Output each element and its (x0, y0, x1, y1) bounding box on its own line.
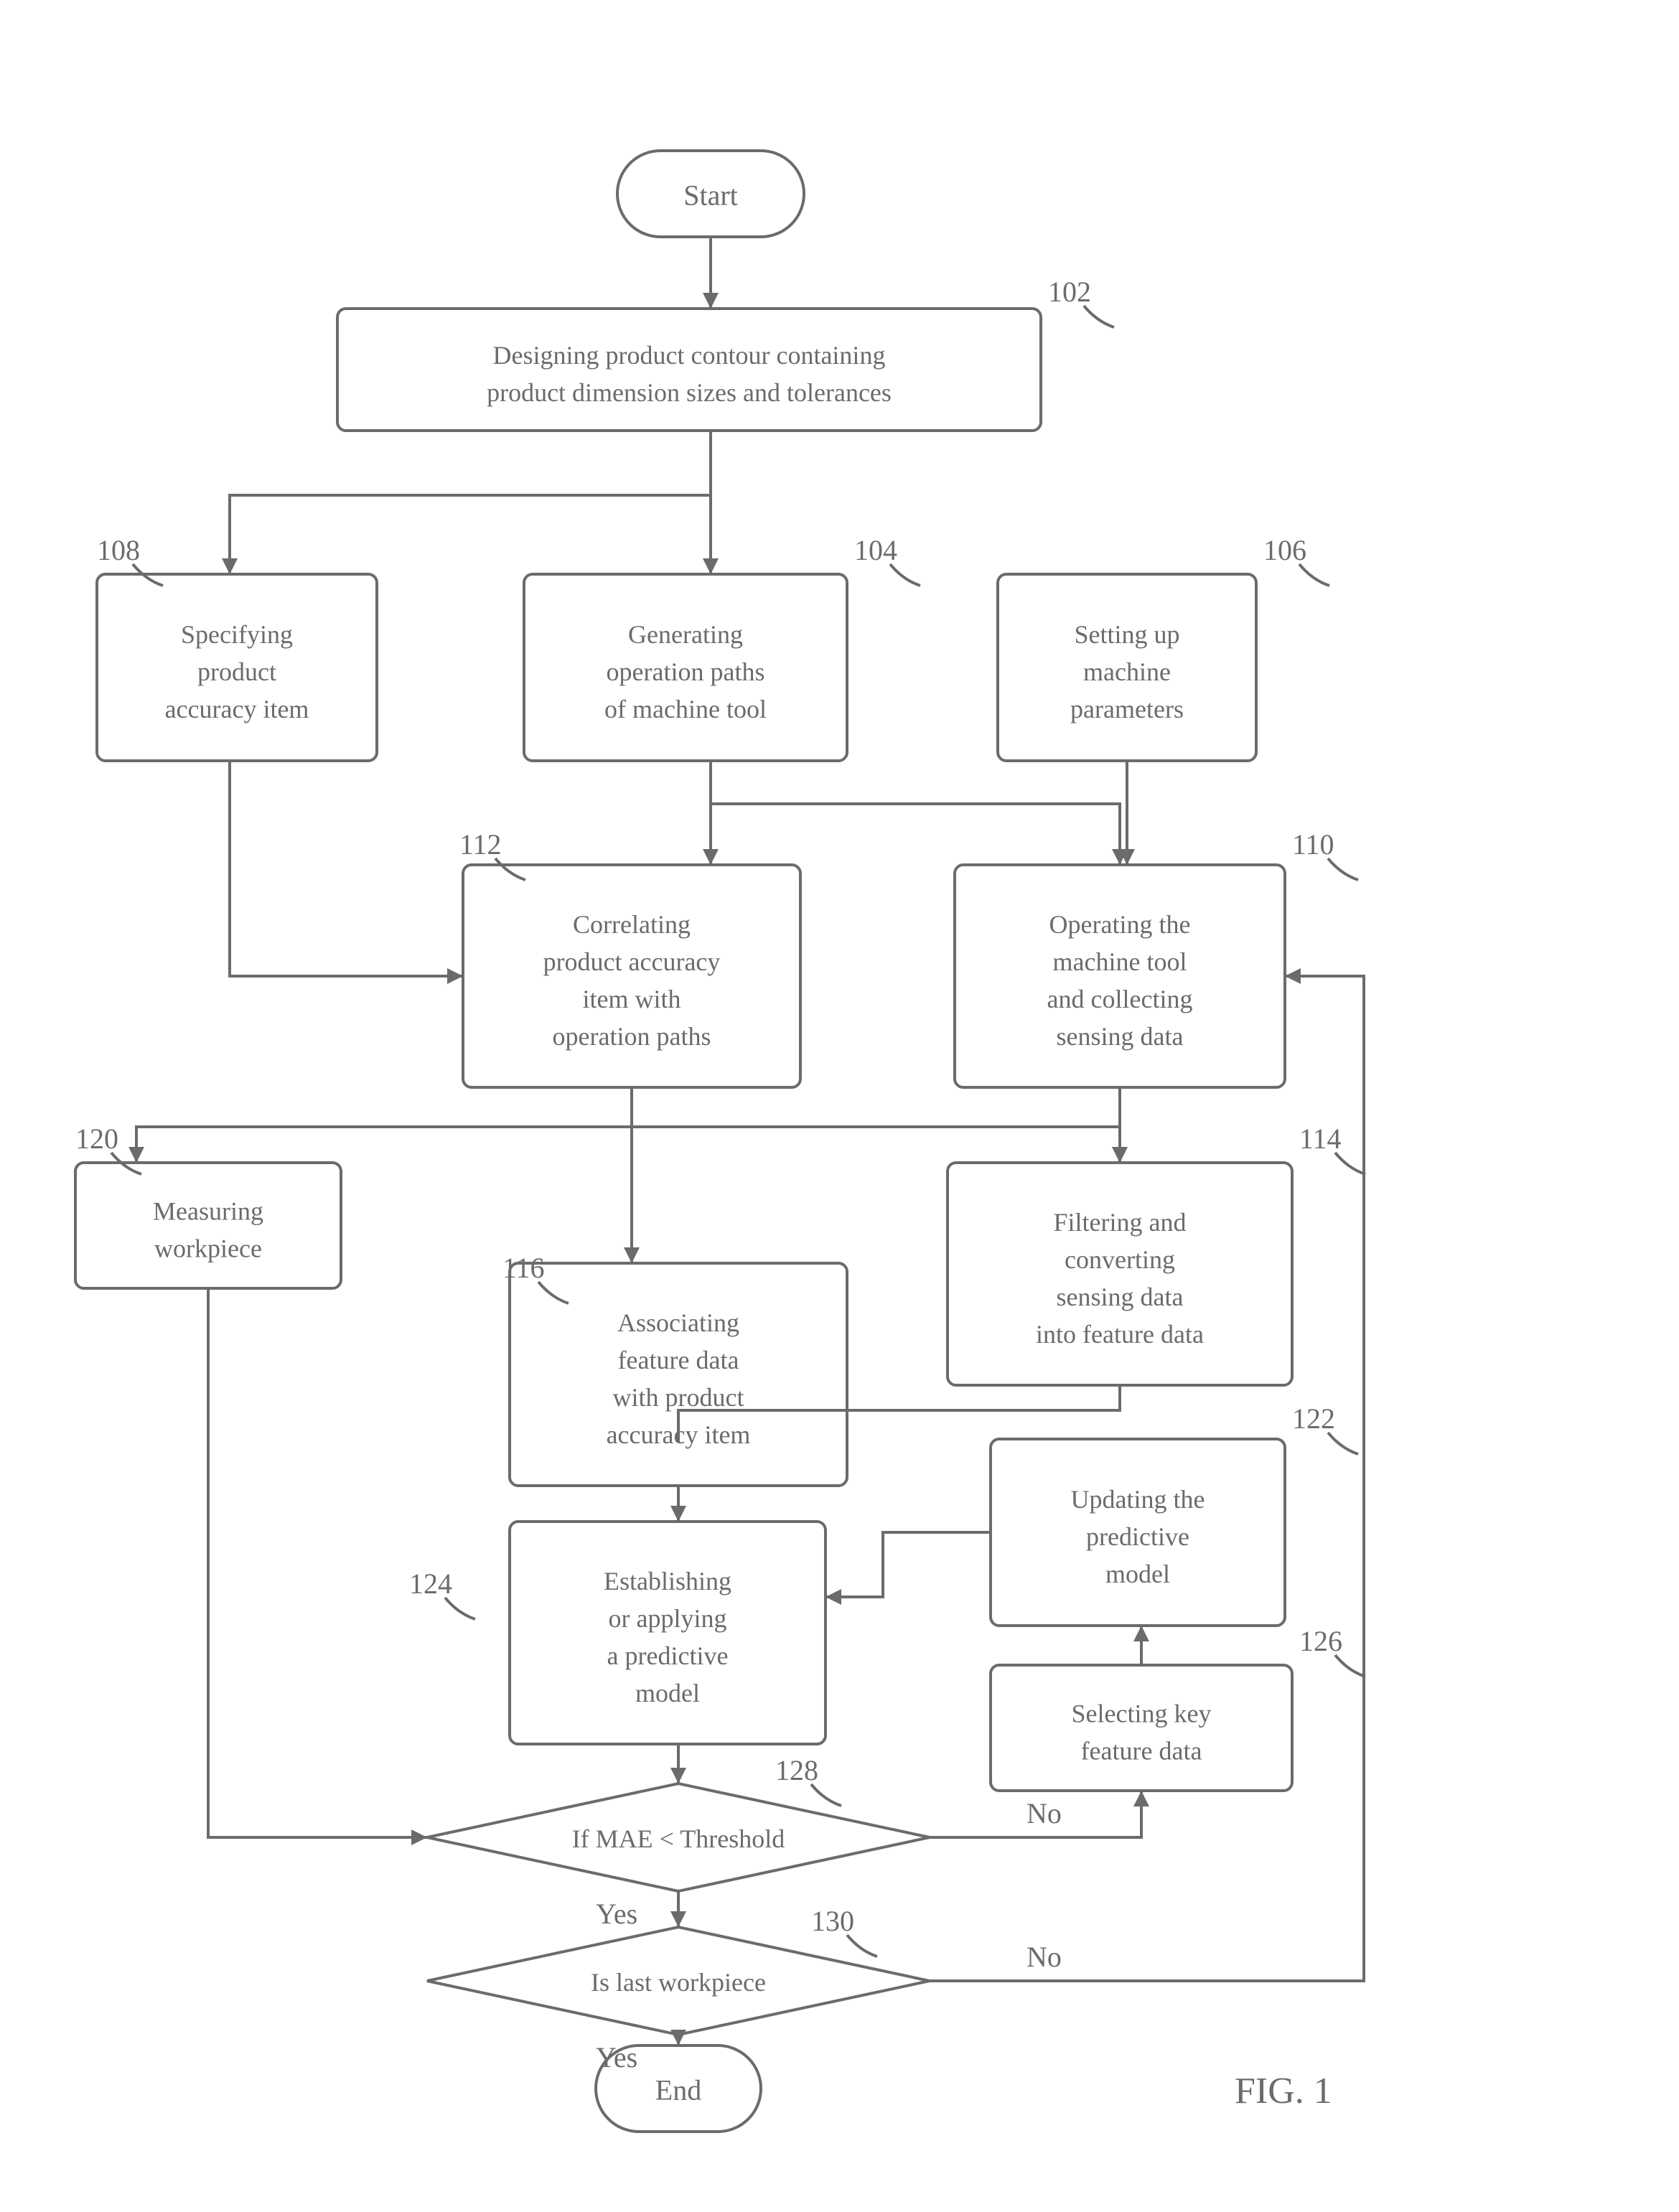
ref-label-114: 114 (1299, 1123, 1342, 1155)
process-116-text: Associatingfeature datawith productaccur… (607, 1308, 751, 1449)
ref-label-110: 110 (1292, 828, 1334, 861)
decision-130-no: No (1026, 1941, 1062, 1973)
ref-label-124: 124 (409, 1567, 452, 1600)
process-120-text: Measuringworkpiece (153, 1197, 263, 1263)
ref-label-116: 116 (502, 1252, 545, 1284)
process-114-text: Filtering andconvertingsensing datainto … (1036, 1208, 1204, 1349)
ref-label-120: 120 (75, 1123, 118, 1155)
decision-128-yes: Yes (596, 1898, 637, 1930)
ref-label-112: 112 (459, 828, 502, 861)
process-112-text: Correlatingproduct accuracyitem withoper… (543, 910, 721, 1051)
process-104-text: Generatingoperation pathsof machine tool (604, 620, 767, 723)
start-label: Start (683, 179, 738, 211)
process-122-text: Updating thepredictivemodel (1071, 1485, 1205, 1588)
edge (632, 1087, 1120, 1163)
edge (208, 1288, 427, 1837)
ref-label-126: 126 (1299, 1625, 1342, 1657)
process-126-text: Selecting keyfeature data (1072, 1700, 1212, 1766)
ref-label-102: 102 (1048, 276, 1091, 308)
ref-label-108: 108 (97, 534, 140, 566)
edge (230, 495, 711, 574)
edge (230, 761, 463, 976)
process-124-text: Establishingor applyinga predictivemodel (604, 1567, 731, 1707)
decision-128-text: If MAE < Threshold (572, 1824, 785, 1853)
ref-label-104: 104 (854, 534, 897, 566)
figure-label: FIG. 1 (1235, 2071, 1332, 2112)
ref-label-128: 128 (775, 1754, 818, 1786)
decision-130-yes: Yes (596, 2041, 637, 2073)
process-108-text: Specifyingproductaccuracy item (165, 620, 309, 723)
edge (711, 804, 1120, 865)
end-label: End (655, 2073, 701, 2106)
process-102-text: Designing product contour containingprod… (487, 341, 892, 407)
edge (136, 1087, 632, 1163)
ref-label-106: 106 (1263, 534, 1306, 566)
process-110-text: Operating themachine tooland collectings… (1047, 910, 1193, 1051)
edge (826, 1532, 991, 1597)
process-106-text: Setting upmachineparameters (1070, 620, 1184, 723)
decision-130-text: Is last workpiece (591, 1968, 766, 1997)
ref-label-130: 130 (811, 1905, 854, 1937)
ref-label-122: 122 (1292, 1402, 1335, 1435)
decision-128-no: No (1026, 1797, 1062, 1829)
